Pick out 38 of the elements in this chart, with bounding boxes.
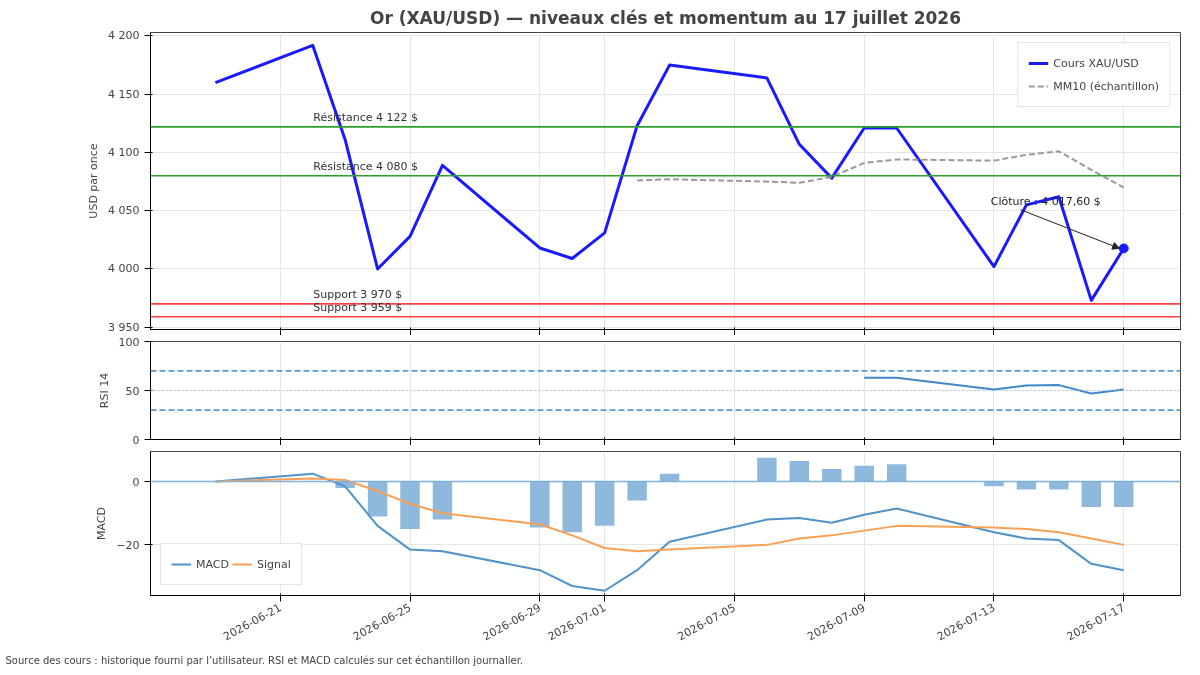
y-axis-title: RSI 14 — [97, 372, 111, 409]
y-tick-label: 50 — [125, 384, 140, 398]
bar — [627, 481, 647, 501]
ref-line-label: Support 3 970 $ — [313, 287, 403, 301]
y-axis-title: MACD — [95, 507, 109, 540]
y-tick-label: 4 050 — [108, 204, 140, 218]
line-series — [863, 376, 1125, 395]
line-series — [214, 477, 1125, 553]
y-tick-label: 0 — [132, 475, 140, 489]
legend-label: Cours XAU/USD — [1053, 56, 1139, 70]
y-axis-title: USD par once — [87, 143, 101, 219]
y-tick-label: 3 950 — [108, 320, 140, 334]
bar — [757, 457, 777, 482]
chart-title: Or (XAU/USD) — niveaux clés et momentum au 17 juillet 2026 — [369, 7, 962, 28]
y-tick-label: 4 100 — [108, 145, 140, 159]
bar — [594, 481, 615, 526]
bar — [1049, 481, 1069, 490]
y-tick-label: 4 150 — [108, 87, 140, 101]
line-series — [636, 150, 1125, 189]
source-note: Source des cours : historique fourni par l’utilisateur. RSI et MACD calculés sur cet échantillon journalier. — [5, 654, 524, 666]
bar — [789, 460, 810, 482]
y-tick-label: 0 — [132, 433, 140, 447]
bar — [400, 481, 420, 530]
y-tick-label: 4 000 — [108, 262, 140, 276]
y-tick-label: 4 200 — [108, 29, 140, 43]
bar — [530, 481, 550, 528]
bar — [1081, 481, 1102, 507]
legend-label: Signal — [256, 557, 291, 571]
bar — [886, 464, 907, 482]
y-tick-label: 100 — [118, 335, 140, 349]
bar — [432, 481, 453, 520]
bar — [1114, 481, 1134, 507]
y-tick-label: −20 — [116, 538, 140, 552]
legend-label: MM10 (échantillon) — [1053, 79, 1159, 93]
bar — [822, 468, 842, 482]
bar — [854, 465, 874, 482]
bar — [562, 481, 582, 533]
legend-label: MACD — [196, 557, 229, 571]
